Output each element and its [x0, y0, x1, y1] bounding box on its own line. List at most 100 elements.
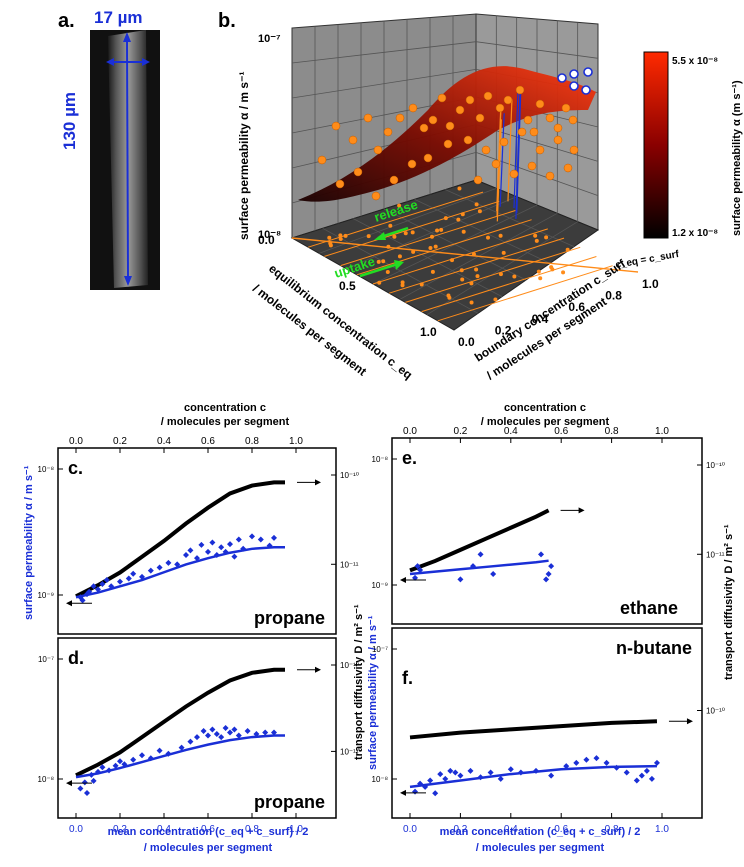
right-tick-label: 10⁻¹⁰	[706, 461, 725, 470]
left-tick-label: 10⁻⁸	[372, 455, 389, 464]
right-tick-label: 10⁻¹⁰	[340, 661, 359, 670]
permeability-point	[130, 757, 136, 763]
permeability-point	[201, 728, 207, 734]
permeability-point	[157, 565, 163, 571]
panel-letter: e.	[402, 448, 417, 468]
permeability-point	[245, 728, 251, 734]
top-tick-label: 0.6	[554, 426, 568, 437]
left-tick-label: 10⁻⁹	[371, 581, 388, 590]
permeability-point	[198, 542, 204, 548]
permeability-point	[183, 552, 189, 558]
permeability-point	[644, 768, 650, 774]
permeability-point	[490, 571, 496, 577]
panel-letter: c.	[68, 458, 83, 478]
left-tick-label: 10⁻⁸	[372, 775, 389, 784]
permeability-point	[236, 536, 242, 542]
permeability-point	[187, 739, 193, 745]
right-tick-label: 10⁻¹⁰	[706, 707, 725, 716]
left-tick-label: 10⁻⁸	[38, 775, 55, 784]
bottom-tick-label: 0.8	[605, 824, 619, 835]
molecule-label: propane	[254, 792, 325, 812]
permeability-point	[604, 760, 610, 766]
diffusivity-curve	[76, 670, 285, 776]
permeability-point	[165, 560, 171, 566]
permeability-point	[452, 769, 458, 775]
plot-frame	[392, 438, 702, 624]
permeability-point	[148, 568, 154, 574]
permeability-point	[130, 571, 136, 577]
permeability-point	[117, 579, 123, 585]
permeability-point	[205, 549, 211, 555]
permeability-point	[227, 541, 233, 547]
permeability-point	[457, 773, 463, 779]
panel-letter: f.	[402, 668, 413, 688]
top-tick-label: 0.8	[605, 426, 619, 437]
permeability-point	[548, 773, 554, 779]
permeability-point	[218, 734, 224, 740]
left-tick-label: 10⁻⁹	[37, 591, 54, 600]
permeability-point	[77, 785, 83, 791]
permeability-point	[639, 773, 645, 779]
top-tick-label: 0.8	[245, 436, 259, 447]
permeability-point	[593, 755, 599, 761]
permeability-point	[139, 752, 145, 758]
top-tick-label: 0.0	[403, 426, 417, 437]
right-tick-label: 10⁻¹¹	[340, 560, 359, 569]
permeability-point	[84, 790, 90, 796]
left-tick-label: 10⁻⁸	[38, 465, 55, 474]
permeability-point	[126, 575, 132, 581]
permeability-point	[209, 540, 215, 546]
top-tick-label: 0.4	[504, 426, 518, 437]
permeability-point	[249, 533, 255, 539]
bottom-tick-label: 0.6	[201, 824, 215, 835]
panel-letter: d.	[68, 648, 84, 668]
permeability-fit	[410, 766, 657, 787]
permeability-point	[508, 766, 514, 772]
right-tick-label: 10⁻¹¹	[340, 747, 359, 756]
top-tick-label: 0.6	[201, 436, 215, 447]
bottom-tick-label: 1.0	[655, 824, 669, 835]
bottom-tick-label: 0.2	[113, 824, 127, 835]
permeability-point	[187, 547, 193, 553]
permeability-point	[194, 734, 200, 740]
right-tick-label: 10⁻¹¹	[706, 550, 725, 559]
bottom-tick-label: 0.4	[504, 824, 518, 835]
top-tick-label: 1.0	[289, 436, 303, 447]
left-tick-label: 10⁻⁷	[372, 645, 388, 654]
permeability-point	[548, 563, 554, 569]
permeability-point	[488, 769, 494, 775]
right-tick-label: 10⁻¹⁰	[340, 471, 359, 480]
permeability-point	[117, 758, 123, 764]
permeability-point	[634, 777, 640, 783]
top-tick-label: 0.2	[113, 436, 127, 447]
permeability-point	[457, 576, 463, 582]
bottom-tick-label: 0.6	[554, 824, 568, 835]
permeability-point	[538, 551, 544, 557]
bottom-tick-label: 0.4	[157, 824, 171, 835]
permeability-point	[227, 730, 233, 736]
permeability-point	[437, 771, 443, 777]
permeability-point	[82, 779, 88, 785]
plot-frame	[58, 638, 336, 818]
molecule-label: n-butane	[616, 638, 692, 658]
left-tick-label: 10⁻⁷	[38, 655, 54, 664]
permeability-point	[432, 790, 438, 796]
permeability-point	[231, 554, 237, 560]
permeability-point	[262, 730, 268, 736]
top-tick-label: 0.2	[453, 426, 467, 437]
permeability-point	[447, 768, 453, 774]
permeability-point	[271, 535, 277, 541]
top-tick-label: 0.0	[69, 436, 83, 447]
permeability-point	[583, 757, 589, 763]
bottom-tick-label: 1.0	[289, 824, 303, 835]
permeability-point	[223, 725, 229, 731]
permeability-point	[412, 789, 418, 795]
permeability-point	[231, 727, 237, 733]
diffusivity-curve	[410, 510, 549, 570]
plot-frame	[58, 448, 336, 634]
permeability-point	[205, 733, 211, 739]
permeability-point	[214, 731, 220, 737]
permeability-point	[88, 772, 94, 778]
permeability-point	[546, 571, 552, 577]
